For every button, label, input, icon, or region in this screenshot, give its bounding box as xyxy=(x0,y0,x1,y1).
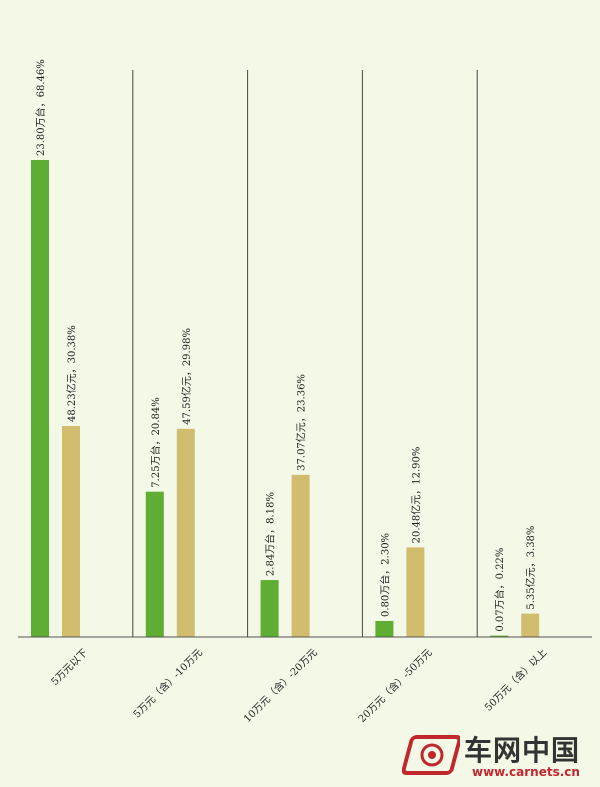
x-tick-label-2: 10万元（含）-20万元 xyxy=(241,646,320,725)
data-label-value-2: 37.07亿元，23.36% xyxy=(295,374,308,471)
data-labels: 23.80万台，68.46% 48.23亿元，30.38% 7.25万台，20.84… xyxy=(34,59,537,631)
bar-units-3 xyxy=(375,620,394,637)
data-label-units-2: 2.84万台，8.18% xyxy=(264,492,277,576)
data-label-value-4: 5.35亿元，3.38% xyxy=(524,526,537,610)
watermark-url: www.carnets.cn xyxy=(472,765,580,779)
x-tick-label-1: 5万元（含）-10万元 xyxy=(130,646,205,721)
carnets-logo-icon xyxy=(402,735,460,775)
data-label-value-3: 20.48亿元，12.90% xyxy=(409,447,422,544)
data-label-value-1: 47.59亿元，29.98% xyxy=(180,328,193,425)
data-label-units-1: 7.25万台，20.84% xyxy=(149,397,162,487)
x-tick-label-3: 20万元（含）-50万元 xyxy=(355,646,434,725)
bar-value-2 xyxy=(291,474,310,637)
bar-value-3 xyxy=(406,547,425,637)
bars xyxy=(31,160,540,637)
data-label-units-0: 23.80万台，68.46% xyxy=(34,59,47,156)
data-label-units-4: 0.07万台，0.22% xyxy=(493,548,506,632)
bar-units-4 xyxy=(490,635,509,637)
x-tick-label-4: 50万元（含）以上 xyxy=(482,646,550,714)
bar-value-4 xyxy=(521,613,540,637)
watermark: 车网中国 www.carnets.cn xyxy=(402,729,592,783)
x-tick-label-0: 5万元以下 xyxy=(50,647,91,688)
bar-value-1 xyxy=(176,428,195,637)
x-tick-labels: 5万元以下 5万元（含）-10万元 10万元（含）-20万元 20万元（含）-50万元… xyxy=(50,646,550,725)
bar-value-0 xyxy=(62,426,80,637)
data-label-value-0: 48.23亿元，30.38% xyxy=(65,325,78,422)
watermark-brand: 车网中国 xyxy=(464,734,581,767)
data-label-units-3: 0.80万台，2.30% xyxy=(378,533,391,617)
bar-units-2 xyxy=(260,580,279,637)
bar-units-0 xyxy=(31,160,49,637)
bar-units-1 xyxy=(145,491,164,637)
category-separators xyxy=(132,70,478,637)
